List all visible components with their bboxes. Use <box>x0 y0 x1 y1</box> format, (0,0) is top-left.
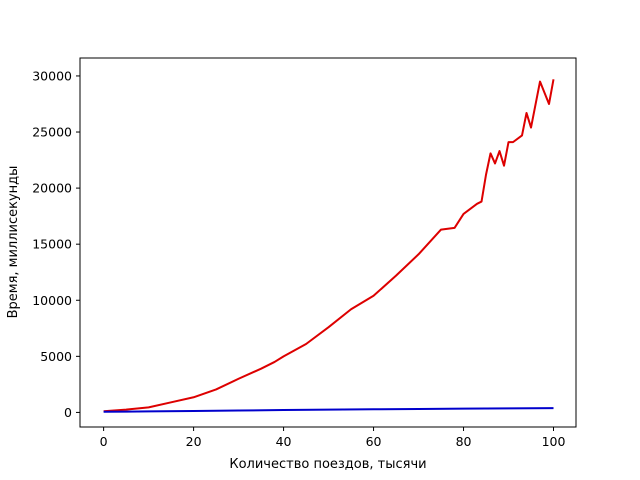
series-layer <box>103 79 555 413</box>
x-tick-label: 60 <box>366 434 382 449</box>
y-tick-label: 0 <box>64 405 72 420</box>
x-tick-label: 20 <box>186 434 202 449</box>
y-tick-label: 20000 <box>32 181 72 196</box>
plot-area <box>79 57 577 428</box>
y-tick-label: 5000 <box>40 349 72 364</box>
y-tick-label: 10000 <box>32 293 72 308</box>
x-tick-label: 100 <box>542 434 566 449</box>
y-axis: 0 5000 10000 15000 20000 25000 30000 <box>32 68 80 420</box>
series-line-1 <box>103 79 555 413</box>
y-tick-label: 30000 <box>32 68 72 83</box>
x-axis: 0 20 40 60 80 100 <box>100 427 566 449</box>
x-tick-label: 0 <box>100 434 108 449</box>
x-axis-label: Количество поездов, тысячи <box>229 457 426 472</box>
y-tick-label: 15000 <box>32 237 72 252</box>
y-axis-label: Время, миллисекунды <box>6 166 21 319</box>
x-tick-label: 40 <box>276 434 292 449</box>
y-tick-label: 25000 <box>32 125 72 140</box>
x-tick-label: 80 <box>456 434 472 449</box>
series-line-2 <box>103 407 554 413</box>
